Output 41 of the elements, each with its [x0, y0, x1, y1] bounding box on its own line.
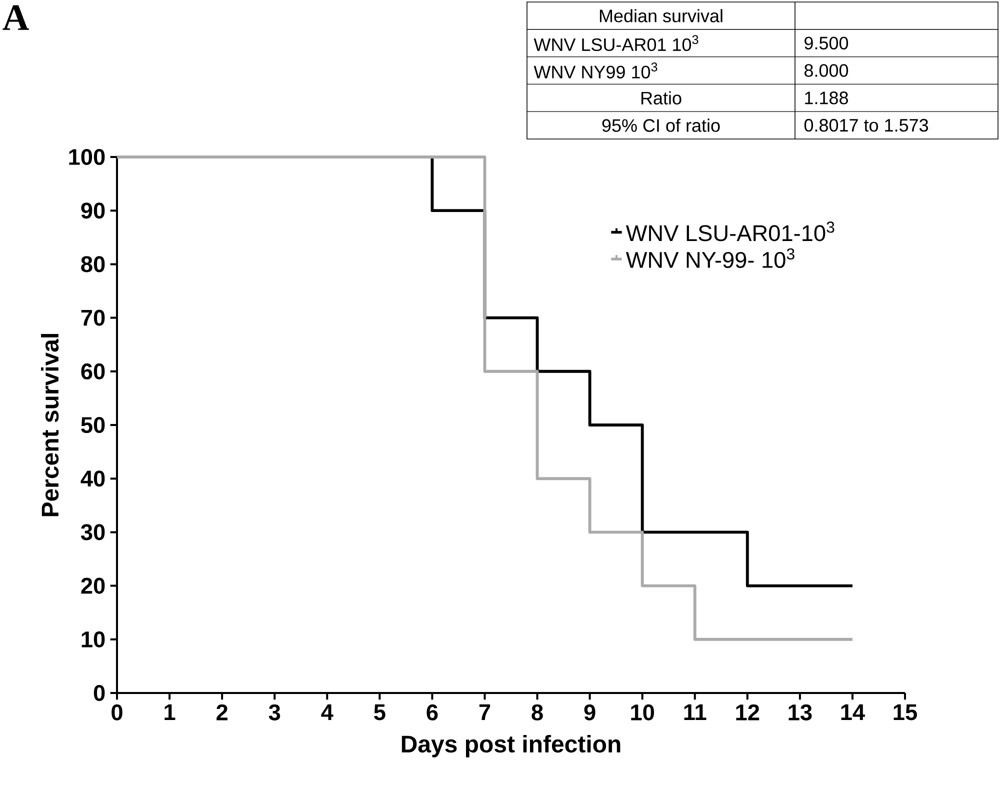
- x-tick-label: 15: [894, 704, 917, 720]
- x-tick-label: 3: [268, 704, 280, 720]
- text: Median survival: [600, 9, 722, 22]
- y-tick-label: 60: [81, 363, 105, 380]
- legend-label: WNV NY-99- 10$^{3}$: [626, 248, 794, 268]
- x-tick-label: 11: [684, 704, 706, 720]
- x-tick-label: 0: [112, 704, 122, 720]
- x-axis-title: Days post infection: [402, 734, 620, 758]
- text: 0.8017 to 1.573: [804, 118, 928, 132]
- y-tick-label: 0: [94, 684, 105, 702]
- x-tick-label: 2: [216, 704, 228, 720]
- y-tick-label: 30: [80, 524, 105, 540]
- x-tick-label: 5: [374, 704, 386, 720]
- y-tick-label: 40: [80, 470, 105, 487]
- text: 1.188: [805, 92, 848, 104]
- text: A: [2, 5, 29, 30]
- x-tick-label: 14: [841, 704, 865, 720]
- y-tick-label: 80: [81, 256, 105, 272]
- x-tick-label: 1: [164, 704, 176, 720]
- x-tick-label: 6: [426, 704, 438, 720]
- text: 8.000: [804, 64, 848, 77]
- x-tick-label: 13: [788, 704, 812, 720]
- y-tick-label: 90: [81, 202, 105, 219]
- y-tick-label: 10: [82, 631, 105, 648]
- y-tick-label: 70: [81, 310, 105, 326]
- x-tick-label: 7: [479, 704, 490, 720]
- x-tick-label: 10: [631, 704, 654, 720]
- y-axis-title: Percent survival: [41, 334, 59, 516]
- text: WNV LSU-AR01 10$^{3}$: [534, 35, 698, 52]
- y-tick-label: 100: [69, 148, 105, 166]
- text: 95% CI of ratio: [602, 118, 720, 132]
- x-tick-label: 12: [736, 704, 760, 720]
- x-tick-label: 4: [321, 704, 334, 720]
- legend-label: WNV LSU-AR01-10$^{3}$: [626, 222, 834, 242]
- text: WNV NY99 10$^{3}$: [534, 62, 658, 78]
- y-tick-label: 50: [81, 416, 105, 434]
- text: 9.500: [804, 36, 848, 50]
- x-tick-label: 9: [584, 704, 596, 720]
- x-tick-label: 8: [532, 704, 543, 720]
- text: Ratio: [641, 91, 682, 104]
- y-tick-label: 20: [81, 578, 105, 594]
